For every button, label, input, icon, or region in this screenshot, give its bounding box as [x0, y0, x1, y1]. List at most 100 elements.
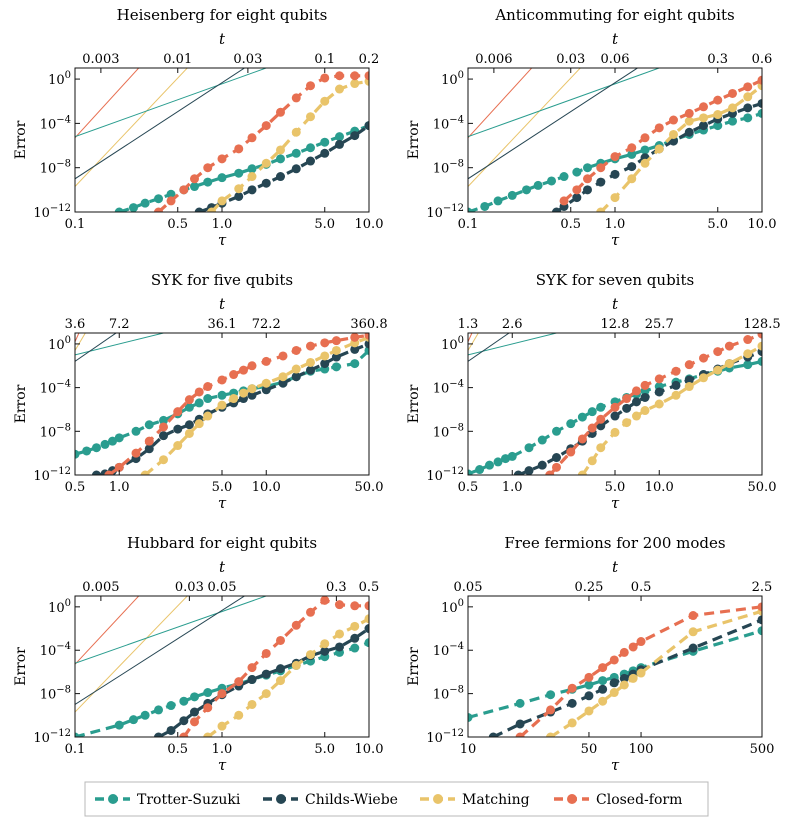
data-point [577, 434, 587, 444]
data-point [493, 196, 503, 206]
y-tick-label: 10−12 [33, 203, 71, 221]
data-point [291, 148, 301, 158]
data-point [515, 719, 525, 729]
data-point [104, 470, 114, 475]
data-point [261, 648, 271, 658]
data-point [743, 335, 753, 345]
data-point [619, 673, 629, 683]
data-point [306, 341, 316, 351]
y-tick-label: 10−8 [40, 159, 71, 177]
data-point [203, 177, 213, 187]
data-point [291, 164, 301, 174]
data-point [159, 415, 169, 425]
data-point [631, 397, 641, 407]
chart-title: Free fermions for 200 modes [504, 534, 725, 552]
data-point [582, 174, 592, 184]
x-tick-label: 0.5 [167, 742, 188, 757]
series-trotter-suzuki [468, 626, 762, 722]
data-point [140, 198, 150, 208]
series-line [206, 617, 369, 737]
data-point [364, 71, 369, 81]
series-closed-form [179, 596, 369, 737]
y-tick-label: 10−4 [40, 641, 71, 659]
data-point [306, 650, 316, 660]
top-tick-label: 36.1 [208, 317, 237, 332]
data-point [189, 717, 199, 727]
data-point [173, 441, 183, 451]
top-tick-label: 0.3 [326, 580, 347, 595]
data-point [154, 194, 164, 204]
data-point [234, 144, 244, 154]
data-point [577, 470, 587, 475]
data-point [552, 462, 562, 472]
data-point [587, 456, 597, 466]
guide-line [75, 596, 246, 705]
data-point [140, 710, 150, 720]
data-point [547, 176, 557, 186]
top-tick-label: 0.05 [208, 580, 237, 595]
data-point [559, 196, 569, 206]
data-point [335, 139, 345, 149]
data-point [203, 732, 213, 737]
data-point [619, 680, 629, 690]
series-line [107, 333, 369, 475]
series-childs-wiebe [488, 615, 762, 737]
data-point [166, 196, 176, 206]
data-point [184, 420, 194, 430]
data-point [234, 168, 244, 178]
legend-label: Matching [462, 792, 530, 808]
data-point [668, 129, 678, 139]
data-point [713, 365, 723, 375]
series-line [549, 609, 762, 737]
data-point [596, 163, 606, 173]
top-tick-label: 2.6 [502, 317, 523, 332]
data-point [247, 390, 257, 400]
y-tick-label: 100 [48, 598, 71, 616]
series-childs-wiebe [552, 98, 762, 212]
x-tick-label: 10.0 [748, 217, 777, 232]
guide-line [468, 68, 581, 187]
y-tick-label: 100 [441, 335, 464, 353]
data-point [320, 73, 330, 83]
guide-line [75, 68, 268, 138]
data-point [247, 699, 257, 709]
data-point [173, 424, 183, 434]
data-point [320, 137, 330, 147]
x-tick-label: 0.1 [65, 217, 86, 232]
data-point [350, 643, 360, 653]
data-point [247, 675, 257, 685]
x-axis-label: τ [611, 494, 620, 512]
data-point [261, 378, 271, 388]
data-point [247, 164, 257, 174]
data-point [144, 444, 154, 454]
data-point [238, 365, 248, 375]
top-tick-label: 0.05 [454, 580, 483, 595]
data-point [331, 336, 341, 346]
data-point [684, 382, 694, 392]
chart-title: SYK for seven qubits [536, 271, 694, 289]
data-point [364, 333, 369, 340]
data-point [609, 688, 619, 698]
guide-line [75, 333, 166, 356]
data-point [546, 705, 556, 715]
series-matching [203, 614, 369, 737]
data-point [610, 193, 620, 203]
x-tick-label: 1.0 [109, 480, 130, 495]
y-tick-label: 10−12 [33, 728, 71, 746]
series-closed-form [515, 602, 762, 737]
x-axis-label: τ [218, 756, 227, 774]
guide-line [468, 333, 473, 342]
guide-line [468, 68, 533, 139]
x-tick-label: 0.1 [458, 217, 479, 232]
data-point [131, 426, 141, 436]
x-tick-label: 10.0 [252, 480, 281, 495]
data-point [278, 372, 288, 382]
guide-line [75, 68, 188, 187]
data-point [114, 433, 124, 443]
data-point [627, 162, 637, 172]
legend-marker [433, 794, 443, 804]
data-point [713, 110, 723, 120]
data-point [628, 673, 638, 683]
top-tick-label: 0.006 [475, 52, 512, 67]
data-point [234, 677, 244, 687]
